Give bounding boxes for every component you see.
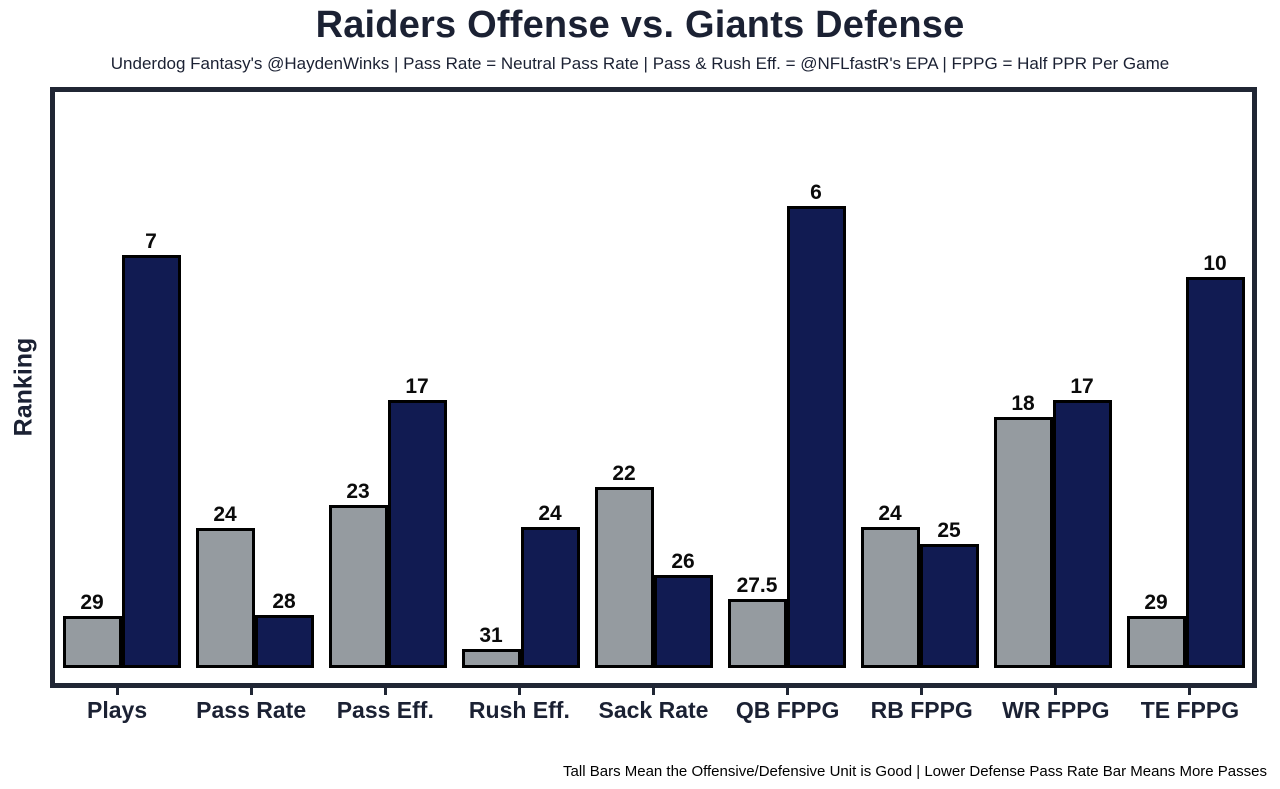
bar-value-label-raiders-offense-te-fppg: 29 xyxy=(1144,591,1168,614)
bar-group-sack-rate: 22 26 xyxy=(587,462,720,668)
bar-value-label-giants-defense-rush-eff: 24 xyxy=(538,502,562,525)
x-axis-label-wr-fppg: WR FPPG xyxy=(1002,697,1110,723)
x-axis-tick-wr-fppg xyxy=(1054,688,1058,695)
bar-giants-defense-wr-fppg xyxy=(1052,400,1112,668)
x-axis-label-rush-eff: Rush Eff. xyxy=(468,697,570,723)
bar-group-qb-fppg: 27.5 6 xyxy=(720,181,853,668)
x-axis-tick-te-fppg xyxy=(1188,688,1192,695)
bar-value-label-giants-defense-sack-rate: 26 xyxy=(671,550,695,573)
bar-wrap-raiders-offense-te-fppg: 29 xyxy=(1126,591,1186,668)
bar-value-label-giants-defense-rb-fppg: 25 xyxy=(937,519,961,542)
x-axis-tick-sack-rate xyxy=(651,688,655,695)
bar-value-label-giants-defense-pass-rate: 28 xyxy=(272,590,296,613)
bar-group-pass-eff: 23 17 xyxy=(321,375,454,668)
x-axis-tick-plays xyxy=(115,688,119,695)
bar-wrap-raiders-offense-qb-fppg: 27.5 xyxy=(727,574,787,668)
bar-raiders-offense-plays xyxy=(62,616,122,668)
bar-value-label-giants-defense-qb-fppg: 6 xyxy=(810,181,822,204)
bar-value-label-raiders-offense-rb-fppg: 24 xyxy=(878,502,902,525)
x-axis-label-pass-eff: Pass Eff. xyxy=(336,697,434,723)
bar-group-rb-fppg: 24 25 xyxy=(853,502,986,668)
bar-giants-defense-te-fppg xyxy=(1185,277,1245,668)
x-axis-label-sack-rate: Sack Rate xyxy=(598,697,709,723)
bar-raiders-offense-te-fppg xyxy=(1126,616,1186,668)
x-axis-label-te-fppg: TE FPPG xyxy=(1140,697,1240,723)
bar-wrap-giants-defense-te-fppg: 10 xyxy=(1185,252,1245,668)
bar-value-label-giants-defense-te-fppg: 10 xyxy=(1203,252,1227,275)
x-axis-tick-pass-eff xyxy=(383,688,387,695)
bar-value-label-raiders-offense-qb-fppg: 27.5 xyxy=(736,574,778,597)
x-axis-labels: Plays Pass Rate Pass Eff. Rush Eff. Sack Rat… xyxy=(50,697,1257,724)
tick-cell-rb-fppg xyxy=(855,688,989,695)
bar-wrap-giants-defense-sack-rate: 26 xyxy=(653,550,713,668)
plot-frame: 29 7 24 28 23 17 31 24 22 26 27.5 6 24 25 18 17 29 10 xyxy=(50,87,1257,688)
bar-wrap-raiders-offense-plays: 29 xyxy=(62,591,122,668)
bar-value-label-raiders-offense-sack-rate: 22 xyxy=(612,462,636,485)
x-axis-label-plays: Plays xyxy=(87,697,148,723)
bar-raiders-offense-rb-fppg xyxy=(860,527,920,668)
x-axis-label-rb-fppg: RB FPPG xyxy=(870,697,973,723)
footer-note: Tall Bars Mean the Offensive/Defensive U… xyxy=(563,763,1267,780)
bar-group-wr-fppg: 18 17 xyxy=(986,375,1119,668)
tick-cell-sack-rate xyxy=(586,688,720,695)
y-axis-label: Ranking xyxy=(9,337,38,437)
bar-wrap-raiders-offense-sack-rate: 22 xyxy=(594,462,654,668)
bar-wrap-giants-defense-pass-rate: 28 xyxy=(254,590,314,668)
bar-wrap-giants-defense-wr-fppg: 17 xyxy=(1052,375,1112,668)
bar-raiders-offense-wr-fppg xyxy=(993,417,1053,668)
tick-cell-wr-fppg xyxy=(989,688,1123,695)
bar-raiders-offense-sack-rate xyxy=(594,487,654,668)
x-axis-label-qb-fppg: QB FPPG xyxy=(735,697,840,723)
bar-value-label-giants-defense-wr-fppg: 17 xyxy=(1070,375,1094,398)
bar-value-label-giants-defense-plays: 7 xyxy=(145,230,157,253)
tick-cell-rush-eff xyxy=(452,688,586,695)
bar-group-plays: 29 7 xyxy=(55,230,188,668)
x-axis-tick-qb-fppg xyxy=(786,688,790,695)
bar-value-label-raiders-offense-wr-fppg: 18 xyxy=(1011,392,1035,415)
bar-wrap-giants-defense-plays: 7 xyxy=(121,230,181,668)
bar-wrap-giants-defense-rush-eff: 24 xyxy=(520,502,580,668)
bar-group-pass-rate: 24 28 xyxy=(188,503,321,668)
bar-wrap-giants-defense-pass-eff: 17 xyxy=(387,375,447,668)
bar-giants-defense-rush-eff xyxy=(520,527,580,668)
bar-raiders-offense-pass-rate xyxy=(195,528,255,668)
bar-value-label-raiders-offense-pass-rate: 24 xyxy=(213,503,237,526)
tick-cell-pass-eff xyxy=(318,688,452,695)
bar-raiders-offense-rush-eff xyxy=(461,649,521,668)
tick-cell-pass-rate xyxy=(184,688,318,695)
bars-area: 29 7 24 28 23 17 31 24 22 26 27.5 6 24 25 18 17 29 10 xyxy=(55,92,1252,683)
chart-title: Raiders Offense vs. Giants Defense xyxy=(315,4,965,46)
x-axis-label-pass-rate: Pass Rate xyxy=(196,697,307,723)
bar-giants-defense-pass-eff xyxy=(387,400,447,668)
bar-giants-defense-pass-rate xyxy=(254,615,314,668)
bar-value-label-giants-defense-pass-eff: 17 xyxy=(405,375,429,398)
bar-value-label-raiders-offense-plays: 29 xyxy=(80,591,104,614)
bar-giants-defense-sack-rate xyxy=(653,575,713,668)
x-axis-tick-rush-eff xyxy=(517,688,521,695)
bar-value-label-raiders-offense-rush-eff: 31 xyxy=(479,624,503,647)
bar-raiders-offense-pass-eff xyxy=(328,505,388,668)
tick-cell-te-fppg xyxy=(1123,688,1257,695)
bar-wrap-raiders-offense-pass-rate: 24 xyxy=(195,503,255,668)
bar-raiders-offense-qb-fppg xyxy=(727,599,787,668)
bar-wrap-raiders-offense-rb-fppg: 24 xyxy=(860,502,920,668)
x-axis-ticks xyxy=(50,688,1257,695)
x-axis-tick-rb-fppg xyxy=(920,688,924,695)
bar-wrap-raiders-offense-pass-eff: 23 xyxy=(328,480,388,668)
x-axis-tick-pass-rate xyxy=(249,688,253,695)
bar-giants-defense-plays xyxy=(121,255,181,668)
tick-cell-plays xyxy=(50,688,184,695)
tick-cell-qb-fppg xyxy=(721,688,855,695)
bar-giants-defense-qb-fppg xyxy=(786,206,846,668)
bar-wrap-giants-defense-qb-fppg: 6 xyxy=(786,181,846,668)
bar-group-rush-eff: 31 24 xyxy=(454,502,587,668)
chart-subtitle: Underdog Fantasy's @HaydenWinks | Pass R… xyxy=(110,54,1170,73)
bar-group-te-fppg: 29 10 xyxy=(1119,252,1252,668)
bar-giants-defense-rb-fppg xyxy=(919,544,979,668)
bar-wrap-raiders-offense-rush-eff: 31 xyxy=(461,624,521,668)
bar-value-label-raiders-offense-pass-eff: 23 xyxy=(346,480,370,503)
bar-wrap-giants-defense-rb-fppg: 25 xyxy=(919,519,979,668)
bar-wrap-raiders-offense-wr-fppg: 18 xyxy=(993,392,1053,668)
